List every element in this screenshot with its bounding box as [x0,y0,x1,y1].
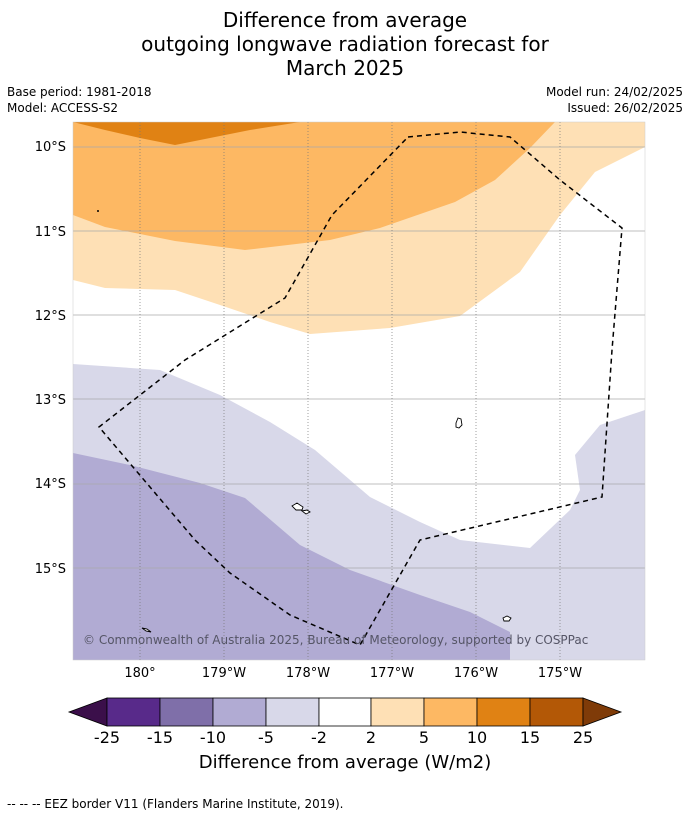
island-west [141,627,152,633]
colorbar-tick-label: -15 [147,728,173,747]
latitude-gridlines [73,146,645,569]
colorbar-swatch [370,697,425,727]
lat-label: 11°S [35,225,66,240]
model-name: Model: ACCESS-S2 [7,101,119,115]
lat-label: 10°S [35,140,66,155]
lon-label: 177°W [370,666,414,681]
title-line-1: Difference from average [222,8,468,32]
lat-label: 12°S [35,309,66,324]
colorbar-tick-labels: -25 -15 -10 -5 -2 2 5 10 15 25 [94,728,593,747]
lat-label: 15°S [35,562,66,577]
colorbar-tick-label: 5 [419,728,429,747]
issued-date: Issued: 26/02/2025 [567,101,683,115]
colorbar-tick-label: 25 [573,728,593,747]
longitude-labels: 180° 179°W 178°W 177°W 176°W 175°W [124,666,582,681]
colorbar-tick-label: -10 [200,728,226,747]
lon-label: 176°W [454,666,498,681]
colorbar-swatch [582,697,623,727]
copyright-notice: © Commonwealth of Australia 2025, Bureau… [83,633,589,647]
latitude-labels: 10°S 11°S 12°S 13°S 14°S 15°S [35,140,66,577]
colorbar-tick-label: -25 [94,728,120,747]
colorbar-swatch [265,697,320,727]
colorbar-tick-label: -5 [258,728,274,747]
map-frame [72,121,646,661]
title-line-2: outgoing longwave radiation forecast for [141,32,549,56]
colorbar-swatch [67,697,108,727]
chart-title: Difference from average outgoing longwav… [0,8,690,80]
meta-left: Base period: 1981-2018 Model: ACCESS-S2 [7,84,152,116]
colorbar-tick-label: 2 [366,728,376,747]
model-run: Model run: 24/02/2025 [545,85,683,99]
island-outlines [141,417,512,633]
colorbar-swatch [529,697,584,727]
colorbar-swatch [318,697,372,727]
map-plot-area [73,122,645,660]
island-central [291,502,311,515]
colorbar-title: Difference from average (W/m2) [198,752,492,773]
colorbar-tick-label: 10 [467,728,487,747]
lon-label: 180° [124,666,155,681]
lon-label: 179°W [202,666,246,681]
meta-right: Model run: 24/02/2025 Issued: 26/02/2025 [546,84,683,116]
colorbar-tick-label: -2 [311,728,327,747]
eez-border [97,131,623,646]
anomaly-band-10-15 [73,122,300,145]
base-period: Base period: 1981-2018 [7,85,152,99]
eez-footnote: -- -- -- EEZ border V11 (Flanders Marine… [7,797,344,811]
island-south [502,615,512,622]
small-island-dot [97,210,99,212]
lat-label: 13°S [35,393,66,408]
colorbar-swatch [423,697,478,727]
lat-label: 14°S [35,477,66,492]
island-north [455,417,463,429]
lon-label: 175°W [538,666,582,681]
colorbar-swatch [159,697,214,727]
colorbar [67,697,623,727]
colorbar-swatch [476,697,531,727]
colorbar-swatch [212,697,267,727]
anomaly-band-minus10-minus5 [73,453,510,660]
colorbar-tick-label: 15 [520,728,540,747]
title-line-3: March 2025 [285,56,405,80]
anomaly-band-5-10 [73,122,555,250]
colorbar-swatch [106,697,161,727]
lon-label: 178°W [286,666,330,681]
